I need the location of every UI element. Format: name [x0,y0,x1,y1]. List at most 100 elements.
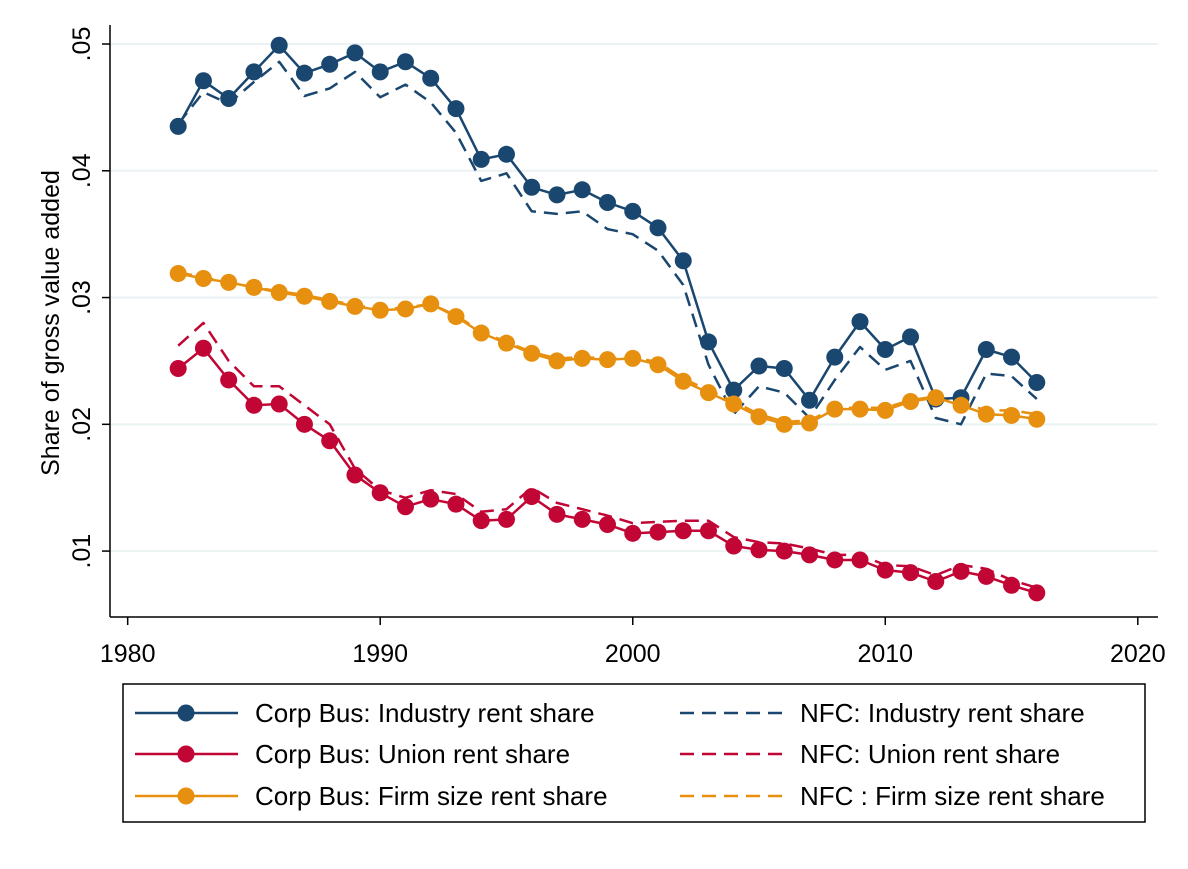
data-point [472,324,490,342]
legend-item: Corp Bus: Firm size rent share [135,781,608,811]
y-axis-label: Share of gross value added [37,170,65,476]
data-point [321,55,339,73]
data-point [750,357,768,375]
data-point [977,405,995,423]
legend-label: NFC: Industry rent share [800,698,1085,728]
data-point [725,537,743,555]
data-point [270,283,288,301]
data-point [169,264,187,282]
data-point [1028,410,1046,428]
legend-item: NFC: Industry rent share [680,698,1085,728]
legend-label: NFC: Union rent share [800,739,1060,769]
legend-label: Corp Bus: Union rent share [255,739,570,769]
data-point [851,313,869,331]
y-tick-label: .03 [68,280,96,315]
data-point [447,308,465,326]
data-point [826,400,844,418]
data-point [270,395,288,413]
data-point [422,490,440,508]
data-point [169,360,187,378]
data-point [927,389,945,407]
legend-label: NFC : Firm size rent share [800,781,1105,811]
legend-item: NFC: Union rent share [680,739,1060,769]
y-tick-label: .01 [68,534,96,569]
data-point [1003,348,1021,366]
data-point [927,573,945,591]
data-point [497,510,515,528]
data-point [649,356,667,374]
series-line [177,347,1038,595]
legend-label: Corp Bus: Firm size rent share [255,781,608,811]
data-point [598,193,616,211]
legend-item: Corp Bus: Industry rent share [135,698,595,728]
data-point [321,432,339,450]
data-point [548,352,566,370]
data-point [1003,406,1021,424]
legend-swatch-marker [177,787,195,805]
data-point [220,90,238,108]
data-point [548,505,566,523]
y-tick-label: .04 [68,153,96,188]
data-point [1028,584,1046,602]
data-point [194,339,212,357]
data-point [245,396,263,414]
plot-area [169,36,1046,602]
series-4 [177,321,1038,589]
y-tick-label: .02 [68,407,96,442]
data-point [876,561,894,579]
data-point [422,69,440,87]
series-3 [177,60,1038,426]
data-point [826,551,844,569]
series-2 [169,264,1046,433]
data-point [472,150,490,168]
data-point [220,371,238,389]
data-point [573,349,591,367]
data-point [649,523,667,541]
data-point [245,278,263,296]
axes: Share of gross value added .01 .02 .03 .04.… [37,25,1166,668]
data-point [447,495,465,513]
data-point [775,415,793,433]
data-point [876,401,894,419]
data-point [523,178,541,196]
y-tick-label: .05 [68,27,96,62]
data-point [801,546,819,564]
data-point [699,384,717,402]
data-point [876,341,894,359]
data-point [801,414,819,432]
x-tick-label: 2020 [1110,640,1166,668]
legend-item: Corp Bus: Union rent share [135,739,570,769]
data-point [396,498,414,516]
data-point [952,562,970,580]
data-point [346,466,364,484]
data-point [902,564,920,582]
data-point [447,100,465,118]
series-line [177,44,1038,402]
data-point [624,202,642,220]
data-point [902,392,920,410]
data-point [169,117,187,135]
data-point [801,391,819,409]
data-point [396,53,414,71]
data-point [902,328,920,346]
data-point [952,396,970,414]
legend-frame [122,683,1146,823]
legend: Corp Bus: Industry rent share NFC: Indust… [122,683,1146,823]
data-point [194,72,212,90]
data-point [270,36,288,54]
data-point [598,351,616,369]
data-point [422,295,440,313]
data-point [598,515,616,533]
data-point [472,512,490,530]
data-point [649,219,667,237]
series-1 [169,339,1046,602]
data-point [977,341,995,359]
x-tick-label: 2000 [605,640,661,668]
data-point [523,488,541,506]
x-tick-label: 1980 [100,640,156,668]
series-dashed-line [177,60,1038,426]
legend-label: Corp Bus: Industry rent share [255,698,595,728]
data-point [699,333,717,351]
data-point [725,381,743,399]
data-point [750,408,768,426]
